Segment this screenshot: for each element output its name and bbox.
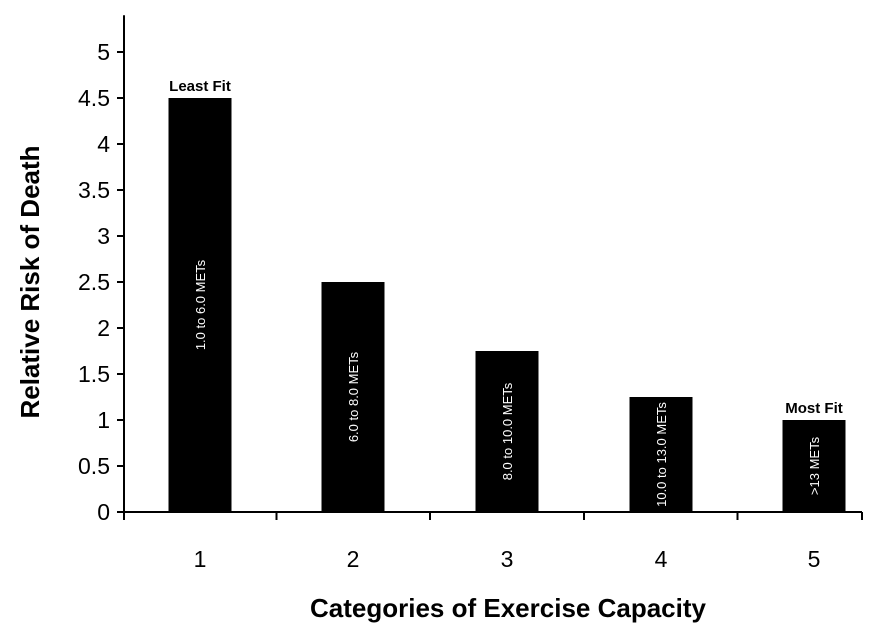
bar xyxy=(321,282,385,512)
y-tick-label: 0 xyxy=(97,499,110,525)
y-tick-label: 0.5 xyxy=(78,453,110,479)
bar-inner-label: >13 METs xyxy=(807,436,822,495)
y-tick-label: 2.5 xyxy=(78,269,110,295)
bar-inner-label: 8.0 to 10.0 METs xyxy=(500,382,515,480)
bar-annotation: Most Fit xyxy=(785,400,843,417)
y-tick-label: 2 xyxy=(97,315,110,341)
y-tick-label: 4 xyxy=(97,131,110,157)
y-tick-label: 3.5 xyxy=(78,177,110,203)
y-tick-label: 3 xyxy=(97,223,110,249)
bar xyxy=(168,98,232,512)
y-tick-label: 4.5 xyxy=(78,85,110,111)
x-tick-label: 4 xyxy=(655,546,668,572)
bar-inner-label: 1.0 to 6.0 METs xyxy=(193,259,208,350)
y-axis-title: Relative Risk of Death xyxy=(15,145,45,418)
y-ticks-layer: 0 0.5 1 1.5 2 2.5 3 3.5 4 4.5 5 xyxy=(78,39,863,525)
x-tick-label: 1 xyxy=(194,546,207,572)
bars-layer: 1 1.0 to 6.0 METs 2 6.0 to 8.0 METs 3 8.0 to … xyxy=(168,78,846,572)
bar xyxy=(475,351,539,512)
bar xyxy=(782,420,846,512)
y-tick-label: 5 xyxy=(97,39,110,65)
bar xyxy=(629,397,693,512)
bar-inner-label: 10.0 to 13.0 METs xyxy=(654,402,669,507)
bar-annotation: Least Fit xyxy=(169,78,231,95)
x-axis-title: Categories of Exercise Capacity xyxy=(310,593,706,623)
y-tick-label: 1.5 xyxy=(78,361,110,387)
x-tick-label: 3 xyxy=(501,546,514,572)
x-tick-label: 2 xyxy=(347,546,360,572)
bar-inner-label: 6.0 to 8.0 METs xyxy=(346,351,361,442)
x-tick-label: 5 xyxy=(808,546,821,572)
y-tick-label: 1 xyxy=(97,407,110,433)
